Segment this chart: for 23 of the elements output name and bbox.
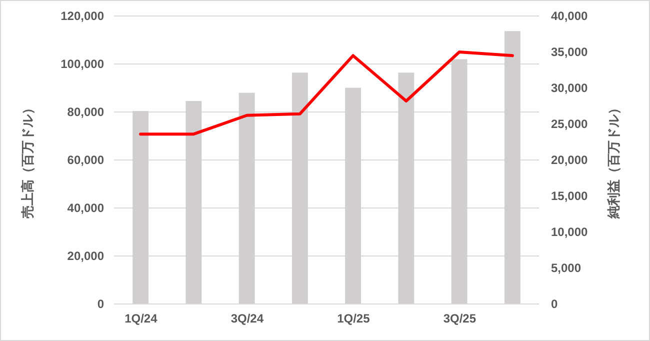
y-tick-label: 60,000 (67, 152, 104, 167)
y2-tick-label: 25,000 (551, 116, 588, 131)
y-tick-label: 80,000 (67, 104, 104, 119)
y2-tick-label: 30,000 (551, 80, 588, 95)
y2-tick-label: 10,000 (551, 224, 588, 239)
y-tick-label: 100,000 (60, 56, 104, 71)
y2-axis-title: 純利益（百万ドル） (606, 102, 622, 220)
y-tick-label: 120,000 (60, 8, 104, 23)
y2-tick-label: 35,000 (551, 44, 588, 59)
y2-tick-label: 15,000 (551, 188, 588, 203)
y-tick-label: 20,000 (67, 248, 104, 263)
x-tick-label: 1Q/24 (124, 312, 158, 326)
line-series (139, 50, 514, 136)
y2-tick-label: 0 (551, 296, 558, 311)
y2-tick-label: 40,000 (551, 8, 588, 23)
y-axis-title: 売上高（百万ドル） (20, 102, 36, 218)
y-tick-label: 0 (97, 296, 104, 311)
x-tick-label: 3Q/25 (443, 312, 476, 326)
x-tick-label: 1Q/25 (337, 312, 370, 326)
y2-tick-label: 5,000 (551, 260, 582, 275)
x-tick-label: 3Q/24 (230, 312, 264, 326)
y-tick-label: 40,000 (67, 200, 104, 215)
y2-tick-label: 20,000 (551, 152, 588, 167)
